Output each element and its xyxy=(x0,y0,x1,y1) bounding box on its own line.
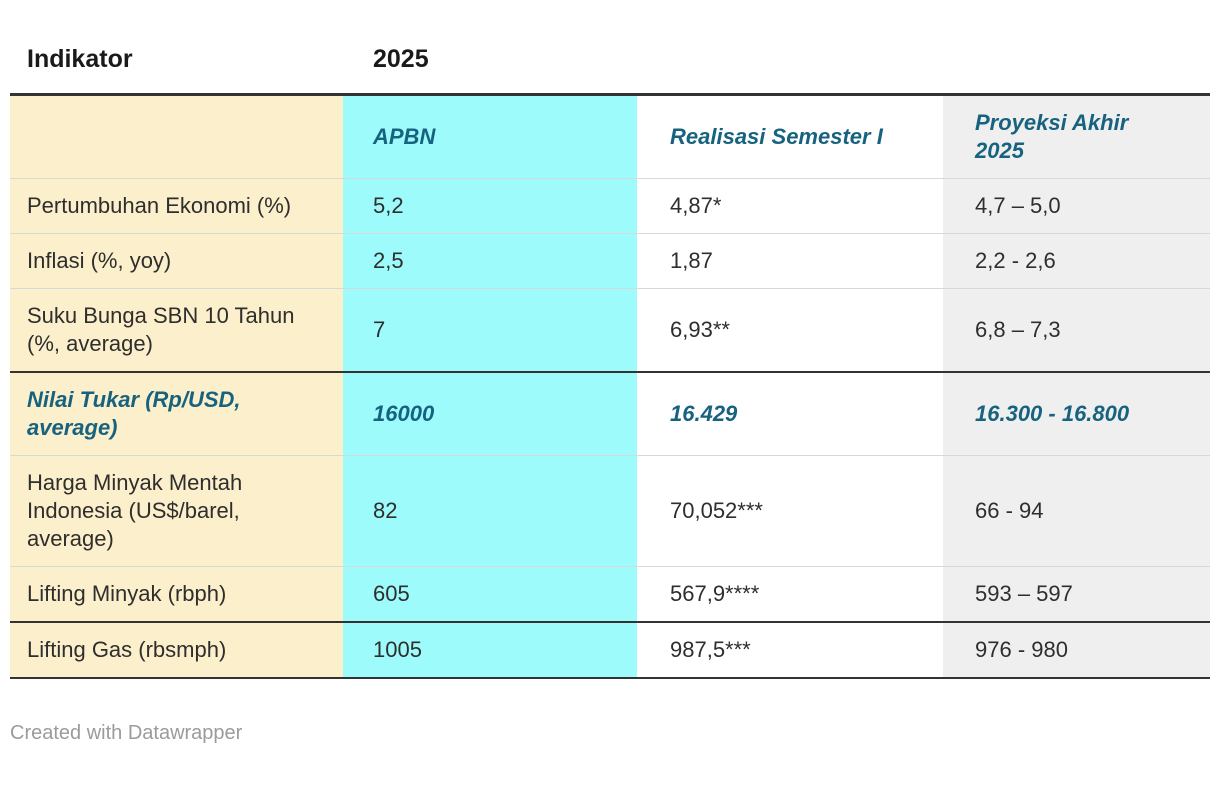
header-cell-apbn: APBN xyxy=(343,96,637,178)
header-cell-proyeksi-akhir-2025: Proyeksi Akhir 2025 xyxy=(943,96,1210,178)
row-apbn-value-cell: 16000 xyxy=(343,371,637,455)
row-indicator-cell: Pertumbuhan Ekonomi (%) xyxy=(10,178,343,233)
header-label-apbn: APBN xyxy=(373,124,436,149)
row-proyeksi-value-cell: 4,7 – 5,0 xyxy=(943,178,1210,233)
header-label-proyeksi-akhir-2025: Proyeksi Akhir 2025 xyxy=(975,110,1129,163)
row-proyeksi-value-cell: 593 – 597 xyxy=(943,566,1210,621)
row-proyeksi-value-cell: 976 - 980 xyxy=(943,621,1210,677)
row-proyeksi-value-cell: 2,2 - 2,6 xyxy=(943,233,1210,288)
row-realisasi-value-cell: 70,052*** xyxy=(637,455,943,566)
table-group-header: Indikator 2025 xyxy=(10,0,1210,74)
row-indicator-cell: Lifting Gas (rbsmph) xyxy=(10,621,343,677)
row-apbn-value-cell: 1005 xyxy=(343,621,637,677)
row-indicator-cell: Lifting Minyak (rbph) xyxy=(10,566,343,621)
datawrapper-credit-link[interactable]: Created with Datawrapper xyxy=(10,722,243,744)
row-apbn-value-cell: 605 xyxy=(343,566,637,621)
row-indicator-cell: Suku Bunga SBN 10 Tahun (%, average) xyxy=(10,288,343,371)
header-cell-empty xyxy=(10,96,343,178)
row-apbn-value-cell: 5,2 xyxy=(343,178,637,233)
row-proyeksi-value-cell: 16.300 - 16.800 xyxy=(943,371,1210,455)
row-indicator-cell: Nilai Tukar (Rp/USD, average) xyxy=(10,371,343,455)
indicator-table: APBN Realisasi Semester I Proyeksi Akhir… xyxy=(10,93,1210,679)
group-header-indikator: Indikator xyxy=(27,45,133,73)
row-proyeksi-value-cell: 6,8 – 7,3 xyxy=(943,288,1210,371)
row-apbn-value-cell: 2,5 xyxy=(343,233,637,288)
row-apbn-value-cell: 7 xyxy=(343,288,637,371)
group-header-2025: 2025 xyxy=(373,45,429,73)
row-realisasi-value-cell: 987,5*** xyxy=(637,621,943,677)
row-realisasi-value-cell: 6,93** xyxy=(637,288,943,371)
row-realisasi-value-cell: 1,87 xyxy=(637,233,943,288)
header-cell-realisasi-semester-1: Realisasi Semester I xyxy=(637,96,943,178)
row-realisasi-value-cell: 4,87* xyxy=(637,178,943,233)
attribution-bar: Created with Datawrapper xyxy=(10,721,1210,745)
row-indicator-cell: Harga Minyak Mentah Indonesia (US$/barel… xyxy=(10,455,343,566)
row-apbn-value-cell: 82 xyxy=(343,455,637,566)
header-label-realisasi-semester-1: Realisasi Semester I xyxy=(670,124,883,149)
row-realisasi-value-cell: 16.429 xyxy=(637,371,943,455)
row-proyeksi-value-cell: 66 - 94 xyxy=(943,455,1210,566)
row-realisasi-value-cell: 567,9**** xyxy=(637,566,943,621)
row-indicator-cell: Inflasi (%, yoy) xyxy=(10,233,343,288)
